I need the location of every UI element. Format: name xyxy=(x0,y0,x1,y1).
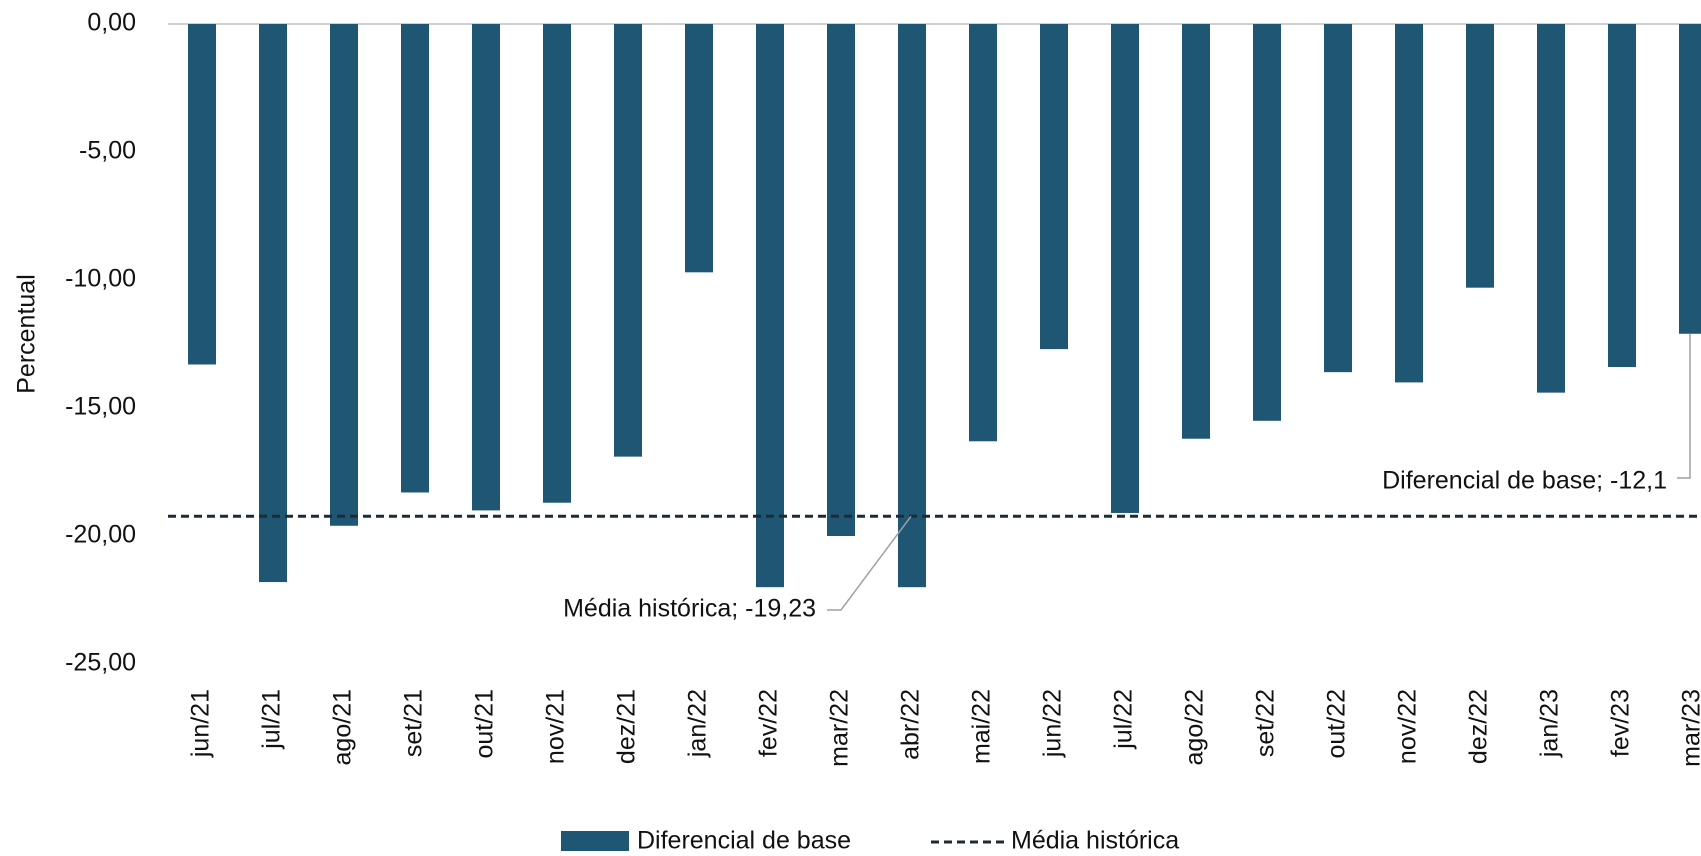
legend-swatch xyxy=(561,831,629,851)
bar xyxy=(969,24,997,442)
annotation: Diferencial de base; -12,1 xyxy=(1382,467,1667,495)
bar xyxy=(756,24,784,588)
x-tick-label: abr/22 xyxy=(897,689,925,760)
bar xyxy=(827,24,855,536)
x-tick-label: jan/23 xyxy=(1536,689,1564,758)
bar xyxy=(1253,24,1281,421)
x-tick-label: out/22 xyxy=(1323,689,1351,759)
bar xyxy=(1395,24,1423,383)
x-tick-label: set/22 xyxy=(1252,689,1280,757)
bar xyxy=(472,24,500,511)
x-tick-label: ago/22 xyxy=(1181,689,1209,765)
bar xyxy=(614,24,642,457)
x-tick-label: ago/21 xyxy=(329,689,357,765)
y-tick-label: 0,00 xyxy=(87,9,136,37)
x-tick-label: jul/22 xyxy=(1110,689,1138,750)
x-tick-label: jan/22 xyxy=(684,689,712,758)
x-tick-label: jul/21 xyxy=(258,689,286,750)
bar xyxy=(1466,24,1494,288)
x-tick-label: out/21 xyxy=(471,689,499,759)
x-tick-label: jun/21 xyxy=(187,689,215,758)
bar xyxy=(1040,24,1068,350)
x-tick-label: mai/22 xyxy=(968,689,996,764)
x-tick-label: set/21 xyxy=(400,689,428,757)
leader-line xyxy=(1677,333,1691,479)
x-tick-label: mar/23 xyxy=(1678,689,1701,767)
x-tick-label: dez/21 xyxy=(613,689,641,764)
y-tick-label: -25,00 xyxy=(65,649,136,677)
annotation: Média histórica; -19,23 xyxy=(563,595,816,623)
bar xyxy=(543,24,571,503)
bar xyxy=(1608,24,1636,368)
y-tick-label: -20,00 xyxy=(65,521,136,549)
legend-label: Diferencial de base xyxy=(637,827,851,855)
y-axis-label: Percentual xyxy=(13,274,41,394)
x-tick-label: nov/22 xyxy=(1394,689,1422,764)
x-tick-label: mar/22 xyxy=(826,689,854,767)
bar xyxy=(259,24,287,583)
x-tick-label: dez/22 xyxy=(1465,689,1493,764)
bar xyxy=(330,24,358,526)
bar xyxy=(1537,24,1565,393)
y-tick-label: -5,00 xyxy=(79,137,136,165)
y-tick-label: -15,00 xyxy=(65,393,136,421)
x-tick-label: fev/23 xyxy=(1607,689,1635,757)
legend-label: Média histórica xyxy=(1011,827,1179,855)
bar xyxy=(685,24,713,273)
bar xyxy=(898,24,926,588)
bar xyxy=(1679,24,1701,334)
leader-line xyxy=(827,515,912,611)
bar xyxy=(1111,24,1139,513)
x-tick-label: nov/21 xyxy=(542,689,570,764)
x-tick-label: jun/22 xyxy=(1039,689,1067,758)
bar xyxy=(1182,24,1210,439)
bar xyxy=(1324,24,1352,373)
x-tick-label: fev/22 xyxy=(755,689,783,757)
bar xyxy=(401,24,429,493)
bar xyxy=(188,24,216,365)
y-tick-label: -10,00 xyxy=(65,265,136,293)
